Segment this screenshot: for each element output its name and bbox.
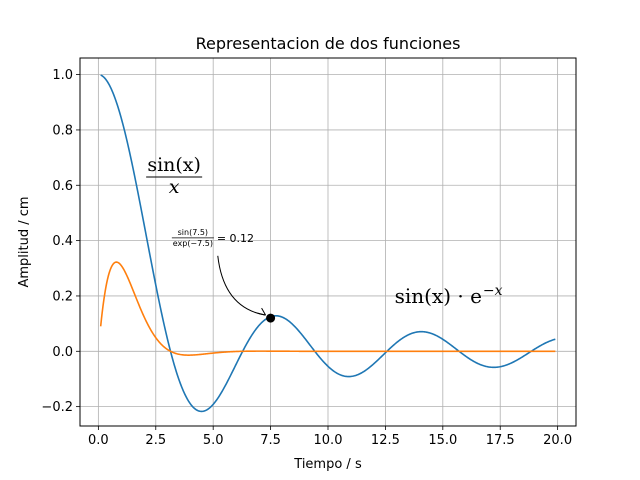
x-tick-label: 7.5 — [260, 433, 281, 448]
y-tick-label: 0.2 — [52, 289, 73, 304]
x-tick-label: 12.5 — [371, 433, 400, 448]
series-0-label-denominator: x — [169, 176, 180, 198]
annotation-value: = 0.12 — [217, 232, 254, 245]
x-tick-label: 5.0 — [203, 433, 224, 448]
y-tick-label: 0.6 — [52, 179, 73, 194]
plot-lines — [99, 74, 556, 413]
grid-lines — [80, 58, 576, 426]
chart-title: Representacion de dos funciones — [196, 34, 461, 53]
series-0-label: sin(x) x — [146, 154, 203, 198]
annotation-arrowhead — [257, 307, 267, 316]
x-tick-label: 2.5 — [145, 433, 166, 448]
x-axis-label: Tiempo / s — [293, 457, 362, 472]
annotation — [217, 255, 276, 323]
series-1-label: sin(x) · e −x — [395, 283, 503, 308]
x-tick-label: 17.5 — [486, 433, 515, 448]
series-1-label-text: sin(x) · e — [395, 284, 482, 308]
y-axis-ticks: −0.2 0.0 0.2 0.4 0.6 0.8 1.0 — [41, 68, 80, 415]
y-axis-label: Amplitud / cm — [17, 196, 32, 287]
series-1-line — [99, 261, 556, 356]
x-tick-label: 15.0 — [428, 433, 457, 448]
y-tick-label: −0.2 — [41, 400, 73, 415]
y-tick-label: 0.8 — [52, 123, 73, 138]
x-tick-label: 20.0 — [543, 433, 572, 448]
x-tick-label: 10.0 — [314, 433, 343, 448]
y-tick-label: 1.0 — [52, 68, 73, 83]
series-0-label-numerator: sin(x) — [147, 154, 201, 176]
annotation-point — [266, 313, 276, 323]
x-tick-label: 0.0 — [88, 433, 109, 448]
series-0-line — [100, 74, 556, 413]
annotation-denominator: exp(−7.5) — [173, 239, 213, 248]
y-tick-label: 0.0 — [52, 345, 73, 360]
x-axis-ticks: 0.0 2.5 5.0 7.5 10.0 12.5 15.0 17.5 20.0 — [88, 426, 572, 448]
series-1-label-exponent: −x — [483, 283, 503, 299]
y-tick-label: 0.4 — [52, 234, 73, 249]
annotation-numerator: sin(7.5) — [178, 228, 208, 237]
annotation-text: sin(7.5) exp(−7.5) = 0.12 — [171, 228, 254, 248]
